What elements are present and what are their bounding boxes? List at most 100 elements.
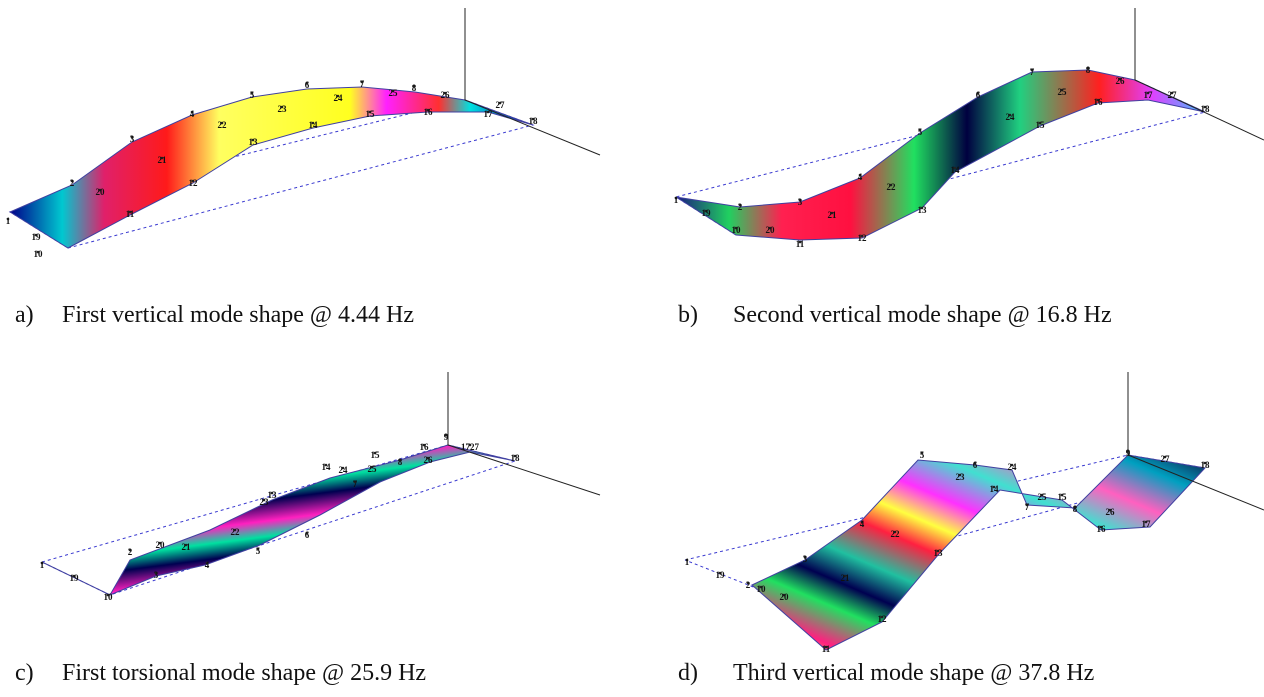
- node-dot: [412, 84, 416, 88]
- node-label: 10: [732, 225, 742, 235]
- node-dot: [1030, 68, 1034, 72]
- node-label: 13: [918, 205, 928, 215]
- caption-text: First torsional mode shape @ 25.9 Hz: [62, 660, 426, 686]
- node-label: 2: [128, 547, 133, 557]
- node-dot: [422, 443, 426, 447]
- node-dot: [391, 89, 395, 93]
- node-label: 26: [1106, 507, 1116, 517]
- node-dot: [360, 80, 364, 84]
- caption-label: b): [678, 302, 698, 328]
- node-dot: [468, 443, 472, 447]
- node-label: 22: [231, 527, 241, 537]
- node-label: 5: [256, 546, 261, 556]
- node-label: 22: [887, 182, 897, 192]
- caption-label: d): [678, 660, 698, 686]
- node-label: 14: [322, 462, 332, 472]
- mode-surface: [8, 86, 534, 249]
- node-label: 1: [685, 557, 690, 567]
- node-label: 7: [353, 479, 358, 489]
- node-dot: [674, 196, 678, 200]
- node-dot: [1025, 503, 1029, 507]
- node-dot: [191, 179, 195, 183]
- node-dot: [860, 520, 864, 524]
- node-label: 10: [34, 249, 44, 259]
- node-dot: [920, 451, 924, 455]
- node-label: 2: [738, 202, 743, 212]
- node-dot: [918, 128, 922, 132]
- node-dot: [373, 451, 377, 455]
- node-dot: [444, 433, 448, 437]
- mode-surface: [675, 69, 1206, 241]
- node-label: 17: [484, 109, 494, 119]
- node-dot: [1010, 463, 1014, 467]
- node-label: 19: [32, 232, 42, 242]
- node-dot: [270, 491, 274, 495]
- node-dot: [1144, 520, 1148, 524]
- node-label: 1727: [461, 442, 480, 452]
- node-label: 9: [444, 432, 449, 442]
- node-dot: [368, 110, 372, 114]
- node-label: 10: [757, 584, 767, 594]
- node-dot: [1118, 77, 1122, 81]
- node-label: 16: [1094, 97, 1104, 107]
- node-dot: [830, 211, 834, 215]
- node-label: 13: [934, 548, 944, 558]
- node-dot: [889, 183, 893, 187]
- node-dot: [256, 547, 260, 551]
- node-label: 9: [1126, 448, 1131, 458]
- node-label: 7: [1030, 67, 1035, 77]
- node-label: 19: [716, 570, 726, 580]
- node-dot: [1170, 91, 1174, 95]
- node-label: 26: [441, 90, 451, 100]
- node-dot: [513, 454, 517, 458]
- node-dot: [251, 138, 255, 142]
- node-dot: [353, 480, 357, 484]
- node-label: 18: [511, 453, 521, 463]
- node-dot: [843, 574, 847, 578]
- node-dot: [1060, 88, 1064, 92]
- node-dot: [1086, 66, 1090, 70]
- node-label: 24: [334, 93, 344, 103]
- node-label: 1: [6, 216, 11, 226]
- node-dot: [305, 531, 309, 535]
- node-dot: [1099, 525, 1103, 529]
- node-label: 12: [189, 178, 199, 188]
- caption-label: a): [15, 302, 34, 328]
- node-label: 18: [1201, 460, 1211, 470]
- node-dot: [128, 210, 132, 214]
- node-label: 20: [156, 540, 166, 550]
- node-label: 1: [40, 560, 45, 570]
- node-dot: [220, 121, 224, 125]
- node-dot: [1073, 505, 1077, 509]
- node-label: 27: [1161, 454, 1171, 464]
- node-dot: [184, 543, 188, 547]
- node-dot: [759, 585, 763, 589]
- node-dot: [858, 173, 862, 177]
- node-dot: [824, 645, 828, 649]
- node-label: 22: [891, 529, 901, 539]
- node-dot: [803, 555, 807, 559]
- node-dot: [718, 571, 722, 575]
- node-dot: [1096, 98, 1100, 102]
- node-dot: [40, 561, 44, 565]
- node-label: 17: [1144, 90, 1154, 100]
- node-dot: [1060, 493, 1064, 497]
- node-label: 10: [104, 592, 114, 602]
- node-label: 25: [1058, 87, 1068, 97]
- node-label: 3: [803, 554, 808, 564]
- node-dot: [336, 94, 340, 98]
- node-dot: [158, 541, 162, 545]
- node-dot: [1126, 449, 1130, 453]
- node-dot: [880, 615, 884, 619]
- node-dot: [128, 548, 132, 552]
- node-dot: [443, 91, 447, 95]
- axis-line: [1127, 372, 1264, 511]
- node-label: 21: [182, 542, 192, 552]
- node-label: 25: [1038, 492, 1048, 502]
- node-label: 27: [1168, 90, 1178, 100]
- node-label: 3: [130, 134, 135, 144]
- node-label: 23: [278, 104, 288, 114]
- node-label: 4: [860, 519, 865, 529]
- node-dot: [1146, 91, 1150, 95]
- node-dot: [704, 209, 708, 213]
